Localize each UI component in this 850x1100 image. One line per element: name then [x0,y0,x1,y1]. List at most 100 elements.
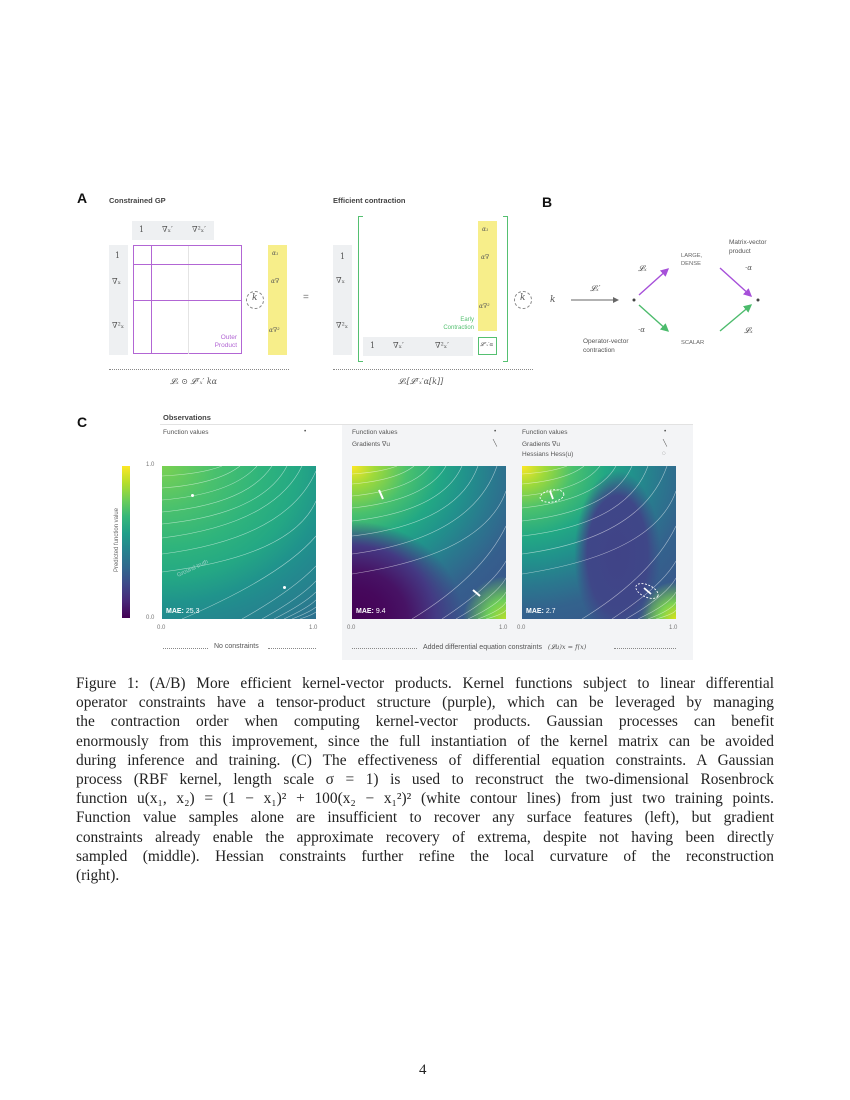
right-alpha-grad: α∇ [481,254,490,261]
legend-2-gradient-symbol: ╲ [493,440,497,447]
y-tick-bottom: 0.0 [146,615,155,621]
colorbar-label: Predicted function value [114,507,120,573]
no-constraints-dots-right [268,648,316,649]
x-tick-2-left: 0.0 [347,625,356,631]
constraints-formula: (𝓛u)x = f(x) [547,643,587,651]
constraints-dots-left [352,648,417,649]
mae-hessians: MAE: 2.7 [526,608,556,615]
right-row-header-1: 1 [340,252,346,261]
right-row-header-hess: ∇²ₓ [336,321,349,330]
outer-product-label: Outer Product [214,334,237,349]
figure-caption: Figure 1: (A/B) More efficient kernel-ve… [76,674,774,885]
legend-1-dot: • [304,428,307,435]
legend-3-hessian-symbol: ◌ [662,450,666,457]
left-formula: 𝓛ₓ ⊙ 𝓛ᵀₓ′ kα [170,377,218,386]
contracted-cell-label: 𝓛ᵀₓ′α [480,342,494,348]
right-alpha-hess: α∇² [479,303,490,310]
constraints-label-text: Added differential equation constraints [423,644,542,651]
caption-line: (right). [76,867,120,885]
right-formula: 𝓛ₓ[𝓛ᵀₓ′α[k]] [398,377,444,386]
alpha-vector: α₁ α∇ α∇² [268,245,287,355]
caption-line: process (RBF kernel, length scale σ = 1)… [76,771,774,789]
b-upper-right-arrow-label: ·α [745,264,752,272]
x-tick-3-right: 1.0 [669,625,678,631]
caption-line: function u(x₁, x₂) = (1 − x₁)² + 100(x₂ … [76,790,774,808]
right-col-header-1: 1 [370,341,376,350]
right-kernel-circle: k [514,291,532,309]
panel-b-diagram [571,267,760,332]
heatmap-gradients: MAE: 9.4 [352,466,506,619]
legend-2-function-values: Function values [352,429,398,436]
right-formula-divider [333,369,533,370]
left-bracket [358,216,363,362]
b-upper-arrow-label: 𝓛ₓ [638,264,647,273]
caption-line: Function value samples alone are insuffi… [76,809,774,827]
b-first-arrow-label: 𝓛ₓ′ [590,284,601,293]
b-operator-vector-label: Operator-vector contraction [583,338,629,354]
equals-sign: = [303,292,309,303]
b-lower-arrow-label: ·α [638,326,645,334]
observations-divider [160,424,693,425]
panel-b-letter: B [542,194,553,210]
legend-2-gradients: Gradients ∇u [352,441,390,448]
row-header-1: 1 [115,251,121,260]
caption-line: enormously from this improvement, since … [76,732,774,750]
observations-title: Observations [163,413,211,422]
legend-3-function-values: Function values [522,429,568,436]
caption-line: operator constraints have a tensor-produ… [76,694,774,712]
colorbar [122,466,130,618]
col-header-grad: ∇ₓ′ [162,225,173,234]
constraints-dots-right [614,648,676,649]
kernel-symbol: k [252,293,258,303]
caption-line: Figure 1: (A/B) More efficient kernel-ve… [76,675,774,692]
right-bracket [503,216,508,362]
right-alpha-vector: α₁ α∇ α∇² [478,221,497,331]
b-scalar-label: SCALAR [681,340,705,346]
efficient-contraction-title: Efficient contraction [333,196,406,205]
right-col-header-hess: ∇²ₓ′ [435,341,449,350]
legend-3-gradient-symbol: ╲ [663,440,667,447]
alpha-hess: α∇² [269,327,280,334]
right-kernel-symbol: k [520,293,526,303]
alpha-1: α₁ [272,250,279,257]
mae-gradients: MAE: 9.4 [356,608,386,615]
mae-no-constraints: MAE: 25.3 [166,608,200,615]
heatmap-hessians: MAE: 2.7 [522,466,676,619]
constrained-gp-title: Constrained GP [109,196,166,205]
legend-2-dot: • [494,428,497,435]
no-constraints-label: No constraints [214,643,259,650]
legend-3-dot: • [664,428,667,435]
legend-3-gradients: Gradients ∇u [522,441,560,448]
panel-c-letter: C [77,414,88,430]
page-number: 4 [419,1062,427,1078]
x-tick-1-left: 0.0 [157,625,166,631]
legend-1-function-values: Function values [163,429,209,436]
caption-line: sampled (middle). Hessian constraints fu… [76,847,774,865]
col-header-hess: ∇²ₓ′ [192,225,206,234]
row-header-bar: 1 ∇ₓ ∇²ₓ [109,245,128,355]
x-tick-1-right: 1.0 [309,625,318,631]
contracted-cell: 𝓛ᵀₓ′α [478,337,497,355]
caption-line: during inference and training. (C) The e… [76,751,774,769]
outer-product-matrix: Outer Product [133,245,242,354]
right-col-header-grad: ∇ₓ′ [393,341,404,350]
left-formula-divider [109,369,289,370]
right-alpha-1: α₁ [482,226,489,233]
no-constraints-dots-left [163,648,208,649]
b-start-symbol: k [550,295,556,305]
observation-point [191,494,194,497]
column-header-bar: 1 ∇ₓ′ ∇²ₓ′ [132,221,214,240]
heatmap-no-constraints: Ground truth MAE: 25.3 [162,466,316,619]
alpha-grad: α∇ [271,278,280,285]
b-matrix-vector-label: Matrix-vector product [729,239,767,255]
row-header-hess: ∇²ₓ [112,321,125,330]
b-large-dense-label: LARGE, DENSE [681,253,703,267]
right-row-header-grad: ∇ₓ [336,276,345,285]
b-lower-right-arrow-label: 𝓛ₓ [744,326,753,335]
right-row-header-bar: 1 ∇ₓ ∇²ₓ [333,245,352,355]
caption-line: the contraction order when computing ker… [76,713,774,731]
constraints-label: Added differential equation constraints … [423,643,586,652]
caption-line: constraints already enable the approxima… [76,828,774,846]
x-tick-2-right: 1.0 [499,625,508,631]
kernel-circle: k [246,291,264,309]
